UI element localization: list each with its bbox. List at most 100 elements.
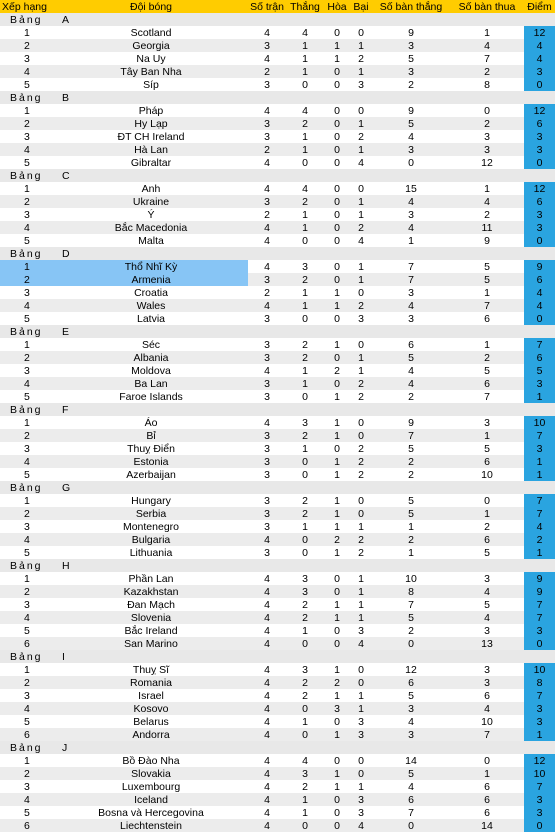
team-name-cell[interactable]: Scotland <box>54 26 248 39</box>
team-name-cell[interactable]: Slovenia <box>54 611 248 624</box>
team-name-cell[interactable]: ĐT CH Ireland <box>54 130 248 143</box>
team-row[interactable]: 1 Hungary 3 2 1 0 5 0 7 <box>0 494 555 507</box>
team-name-cell[interactable]: Andorra <box>54 728 248 741</box>
team-row[interactable]: 2 Romania 4 2 2 0 6 3 8 <box>0 676 555 689</box>
team-row[interactable]: 2 Albania 3 2 0 1 5 2 6 <box>0 351 555 364</box>
team-name-cell[interactable]: Hà Lan <box>54 143 248 156</box>
team-row[interactable]: 6 San Marino 4 0 0 4 0 13 0 <box>0 637 555 650</box>
team-row[interactable]: 5 Malta 4 0 0 4 1 9 0 <box>0 234 555 247</box>
team-name-cell[interactable]: Phần Lan <box>54 572 248 585</box>
header-rank[interactable]: Xếp hạng <box>0 0 54 13</box>
team-name-cell[interactable]: Thuỵ Sĩ <box>54 663 248 676</box>
team-name-cell[interactable]: Moldova <box>54 364 248 377</box>
team-name-cell[interactable]: Áo <box>54 416 248 429</box>
team-row[interactable]: 5 Latvia 3 0 0 3 3 6 0 <box>0 312 555 325</box>
team-row[interactable]: 5 Azerbaijan 3 0 1 2 2 10 1 <box>0 468 555 481</box>
team-row[interactable]: 1 Scotland 4 4 0 0 9 1 12 <box>0 26 555 39</box>
team-row[interactable]: 6 Andorra 4 0 1 3 3 7 1 <box>0 728 555 741</box>
team-name-cell[interactable]: Séc <box>54 338 248 351</box>
team-name-cell[interactable]: Síp <box>54 78 248 91</box>
team-row[interactable]: 1 Séc 3 2 1 0 6 1 7 <box>0 338 555 351</box>
team-name-cell[interactable]: Slovakia <box>54 767 248 780</box>
team-row[interactable]: 2 Hy Lạp 3 2 0 1 5 2 6 <box>0 117 555 130</box>
team-name-cell[interactable]: Thổ Nhĩ Kỳ <box>54 260 248 273</box>
team-row[interactable]: 4 Estonia 3 0 1 2 2 6 1 <box>0 455 555 468</box>
team-name-cell[interactable]: Liechtenstein <box>54 819 248 832</box>
team-name-cell[interactable]: San Marino <box>54 637 248 650</box>
team-row[interactable]: 4 Iceland 4 1 0 3 6 6 3 <box>0 793 555 806</box>
header-goals-for[interactable]: Số bàn thắng <box>372 0 450 13</box>
team-name-cell[interactable]: Bắc Ireland <box>54 624 248 637</box>
header-points[interactable]: Điểm <box>524 0 555 13</box>
team-name-cell[interactable]: Anh <box>54 182 248 195</box>
team-name-cell[interactable]: Đan Mạch <box>54 598 248 611</box>
team-name-cell[interactable]: Pháp <box>54 104 248 117</box>
team-name-cell[interactable]: Estonia <box>54 455 248 468</box>
team-row[interactable]: 4 Ba Lan 3 1 0 2 4 6 3 <box>0 377 555 390</box>
team-name-cell[interactable]: Kosovo <box>54 702 248 715</box>
team-row[interactable]: 5 Gibraltar 4 0 0 4 0 12 0 <box>0 156 555 169</box>
team-row[interactable]: 2 Slovakia 4 3 1 0 5 1 10 <box>0 767 555 780</box>
team-row[interactable]: 1 Pháp 4 4 0 0 9 0 12 <box>0 104 555 117</box>
team-row[interactable]: 4 Bắc Macedonia 4 1 0 2 4 11 3 <box>0 221 555 234</box>
team-row[interactable]: 2 Armenia 3 2 0 1 7 5 6 <box>0 273 555 286</box>
team-name-cell[interactable]: Iceland <box>54 793 248 806</box>
team-row[interactable]: 3 Luxembourg 4 2 1 1 4 6 7 <box>0 780 555 793</box>
team-row[interactable]: 2 Bỉ 3 2 1 0 7 1 7 <box>0 429 555 442</box>
team-name-cell[interactable]: Azerbaijan <box>54 468 248 481</box>
team-name-cell[interactable]: Hungary <box>54 494 248 507</box>
team-name-cell[interactable]: Belarus <box>54 715 248 728</box>
header-goals-against[interactable]: Số bàn thua <box>450 0 524 13</box>
team-name-cell[interactable]: Na Uy <box>54 52 248 65</box>
team-row[interactable]: 4 Kosovo 4 0 3 1 3 4 3 <box>0 702 555 715</box>
team-name-cell[interactable]: Armenia <box>54 273 248 286</box>
team-name-cell[interactable]: Albania <box>54 351 248 364</box>
team-name-cell[interactable]: Bồ Đào Nha <box>54 754 248 767</box>
team-row[interactable]: 3 Montenegro 3 1 1 1 1 2 4 <box>0 520 555 533</box>
team-name-cell[interactable]: Montenegro <box>54 520 248 533</box>
team-name-cell[interactable]: Kazakhstan <box>54 585 248 598</box>
team-row[interactable]: 4 Wales 4 1 1 2 4 7 4 <box>0 299 555 312</box>
team-name-cell[interactable]: Bỉ <box>54 429 248 442</box>
team-row[interactable]: 1 Thuỵ Sĩ 4 3 1 0 12 3 10 <box>0 663 555 676</box>
team-row[interactable]: 4 Bulgaria 4 0 2 2 2 6 2 <box>0 533 555 546</box>
team-row[interactable]: 3 Thuỵ Điển 3 1 0 2 5 5 3 <box>0 442 555 455</box>
team-name-cell[interactable]: Bắc Macedonia <box>54 221 248 234</box>
header-team[interactable]: Đội bóng <box>54 0 248 13</box>
team-row[interactable]: 3 Israel 4 2 1 1 5 6 7 <box>0 689 555 702</box>
team-name-cell[interactable]: Hy Lạp <box>54 117 248 130</box>
team-name-cell[interactable]: Ba Lan <box>54 377 248 390</box>
team-row[interactable]: 3 ĐT CH Ireland 3 1 0 2 4 3 3 <box>0 130 555 143</box>
team-row[interactable]: 2 Georgia 3 1 1 1 3 4 4 <box>0 39 555 52</box>
team-name-cell[interactable]: Faroe Islands <box>54 390 248 403</box>
team-name-cell[interactable]: Georgia <box>54 39 248 52</box>
team-row[interactable]: 1 Bồ Đào Nha 4 4 0 0 14 0 12 <box>0 754 555 767</box>
team-row[interactable]: 4 Tây Ban Nha 2 1 0 1 3 2 3 <box>0 65 555 78</box>
header-won[interactable]: Thắng <box>286 0 324 13</box>
team-row[interactable]: 4 Slovenia 4 2 1 1 5 4 7 <box>0 611 555 624</box>
team-row[interactable]: 2 Serbia 3 2 1 0 5 1 7 <box>0 507 555 520</box>
team-name-cell[interactable]: Thuỵ Điển <box>54 442 248 455</box>
team-name-cell[interactable]: Israel <box>54 689 248 702</box>
team-name-cell[interactable]: Ý <box>54 208 248 221</box>
team-row[interactable]: 1 Thổ Nhĩ Kỳ 4 3 0 1 7 5 9 <box>0 260 555 273</box>
team-name-cell[interactable]: Serbia <box>54 507 248 520</box>
team-row[interactable]: 3 Moldova 4 1 2 1 4 5 5 <box>0 364 555 377</box>
team-row[interactable]: 1 Anh 4 4 0 0 15 1 12 <box>0 182 555 195</box>
team-name-cell[interactable]: Lithuania <box>54 546 248 559</box>
team-row[interactable]: 2 Ukraine 3 2 0 1 4 4 6 <box>0 195 555 208</box>
team-row[interactable]: 5 Bắc Ireland 4 1 0 3 2 3 3 <box>0 624 555 637</box>
team-name-cell[interactable]: Ukraine <box>54 195 248 208</box>
team-name-cell[interactable]: Malta <box>54 234 248 247</box>
team-name-cell[interactable]: Gibraltar <box>54 156 248 169</box>
team-row[interactable]: 3 Croatia 2 1 1 0 3 1 4 <box>0 286 555 299</box>
team-row[interactable]: 2 Kazakhstan 4 3 0 1 8 4 9 <box>0 585 555 598</box>
team-row[interactable]: 5 Lithuania 3 0 1 2 1 5 1 <box>0 546 555 559</box>
header-drawn[interactable]: Hòa <box>324 0 350 13</box>
team-name-cell[interactable]: Romania <box>54 676 248 689</box>
team-name-cell[interactable]: Wales <box>54 299 248 312</box>
team-row[interactable]: 1 Áo 4 3 1 0 9 3 10 <box>0 416 555 429</box>
team-row[interactable]: 1 Phần Lan 4 3 0 1 10 3 9 <box>0 572 555 585</box>
team-row[interactable]: 5 Faroe Islands 3 0 1 2 2 7 1 <box>0 390 555 403</box>
team-name-cell[interactable]: Bosna và Hercegovina <box>54 806 248 819</box>
